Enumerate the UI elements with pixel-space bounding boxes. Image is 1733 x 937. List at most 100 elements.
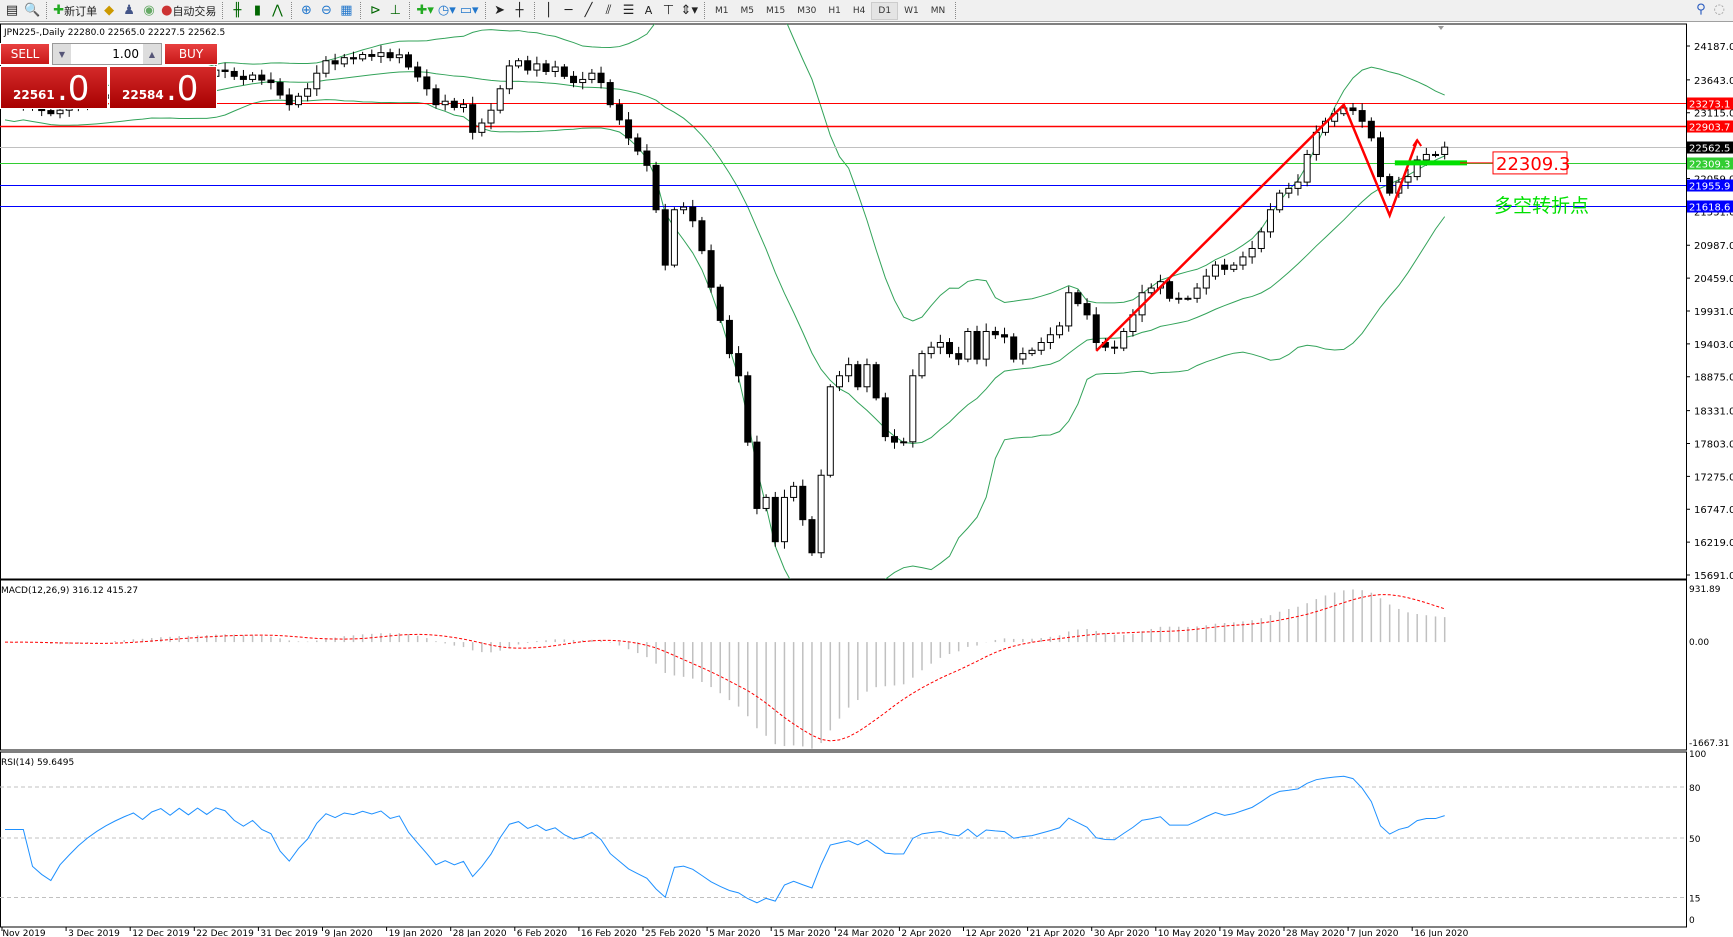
toolbar-separator	[955, 2, 957, 19]
history-icon[interactable]: ♟	[123, 2, 135, 18]
chart-window[interactable]: 24187.023643.023115.022059.021531.020987…	[0, 23, 1733, 937]
candle-bull	[1028, 349, 1036, 355]
date-tick-label: 7 Jun 2020	[1350, 929, 1399, 937]
candlestick-icon[interactable]: ▮	[253, 2, 262, 18]
volume-field[interactable]: ▼ 1.00 ▲	[52, 43, 162, 65]
price-tick-label: 18875.0	[1694, 373, 1733, 384]
buy-button[interactable]: BUY	[164, 43, 218, 65]
main-chart-area	[0, 23, 1687, 580]
cursor-icon[interactable]: ➤	[494, 2, 505, 18]
buy-price-main: 22584	[122, 88, 164, 102]
candle-bear	[1166, 281, 1174, 299]
search-icon[interactable]: ⚲	[1696, 2, 1706, 17]
candle-bull	[1120, 330, 1128, 349]
text-icon[interactable]: A	[639, 2, 659, 20]
equidistant-channel-icon[interactable]: ⫽	[605, 2, 612, 18]
candle-bull	[533, 63, 541, 71]
arrow-head-icon	[1412, 138, 1423, 147]
candle-bull	[670, 209, 678, 266]
zoom-out-icon[interactable]: ⊖	[320, 2, 332, 18]
indicators-icon[interactable]: ✚▾	[416, 2, 434, 18]
toolbar-right: ⚲ ◌	[1696, 2, 1725, 17]
strategy-icon[interactable]: ◆	[104, 2, 115, 18]
community-icon[interactable]: ◌	[1713, 2, 1725, 17]
periods-icon[interactable]: ◷▾	[437, 2, 456, 18]
date-tick-label: 31 Dec 2019	[260, 929, 318, 937]
candle-bear	[276, 82, 284, 96]
crosshair-icon[interactable]: ┼	[515, 2, 524, 18]
timeframe-m30[interactable]: M30	[797, 5, 817, 16]
profiles-icon[interactable]: ▤	[5, 2, 19, 18]
candle-bear	[661, 209, 669, 266]
volume-increase-icon[interactable]: ▲	[143, 44, 161, 64]
timeframe-m5[interactable]: M5	[740, 5, 754, 16]
templates-icon[interactable]: ▭▾	[459, 2, 479, 18]
candle-bear	[643, 150, 651, 166]
chart-shift-icon[interactable]: ⊳	[369, 2, 381, 18]
price-tick-label: 15691.0	[1694, 571, 1733, 582]
candle-bull	[863, 364, 871, 388]
price-tick-label: 17803.0	[1694, 439, 1733, 450]
candle-bull	[304, 88, 312, 97]
buy-price-button[interactable]: 22584 .0	[109, 66, 217, 109]
candle-bull	[790, 485, 798, 498]
candle-bull	[460, 104, 467, 108]
text-label-icon[interactable]: ⊤	[662, 2, 675, 18]
signal-icon[interactable]: ◉	[143, 2, 155, 18]
candle-bull	[1294, 181, 1302, 189]
line-chart-icon[interactable]: ⋀	[272, 2, 283, 18]
candle-bull	[1056, 325, 1064, 336]
autoscroll-icon[interactable]: ⊥	[389, 2, 402, 18]
date-tick-label: 3 Dec 2019	[68, 929, 120, 937]
candle-bull	[1432, 153, 1440, 156]
date-tick-label: 9 Jan 2020	[325, 929, 373, 937]
timeframe-bar: M1 M5 M15 M30 H1 H4 D1 W1 MN	[709, 1, 951, 20]
candle-bull	[1413, 159, 1421, 178]
trendline-icon[interactable]: ╱	[584, 2, 593, 18]
candle-bull	[340, 57, 348, 65]
timeframe-mn[interactable]: MN	[930, 5, 946, 16]
arrows-icon[interactable]: ⇕▾	[680, 2, 698, 18]
candle-bull	[1065, 292, 1073, 327]
timeframe-d1[interactable]: D1	[871, 1, 899, 20]
candle-bear	[432, 88, 440, 106]
auto-trading-button[interactable]: ● 自动交易	[159, 2, 218, 20]
new-order-button[interactable]: ✚ 新订单	[51, 2, 99, 20]
timeframe-h1[interactable]: H1	[828, 5, 841, 16]
candle-bear	[404, 54, 412, 68]
sell-price-button[interactable]: 22561 .0	[0, 66, 108, 109]
vertical-line-icon[interactable]: │	[544, 2, 553, 18]
candle-bear	[331, 60, 339, 65]
rsi-tick-label: 50	[1689, 835, 1701, 845]
rsi-tick-label: 15	[1689, 895, 1700, 905]
one-click-trading-panel: SELL ▼ 1.00 ▲ BUY 22561 .0 22584 .0	[0, 43, 218, 109]
candle-bear	[735, 353, 743, 377]
zoom-window-icon[interactable]: 🔍	[24, 2, 41, 18]
candle-bull	[826, 386, 834, 476]
candle-bull	[780, 496, 788, 543]
sell-button[interactable]: SELL	[0, 43, 50, 65]
price-label: 22309.3	[1496, 154, 1570, 175]
tile-windows-icon[interactable]: ▦	[340, 2, 353, 18]
candle-bear	[771, 496, 779, 543]
price-label-bg	[1687, 141, 1733, 154]
candle-bear	[386, 52, 394, 59]
volume-decrease-icon[interactable]: ▼	[53, 44, 71, 64]
timeframe-w1[interactable]: W1	[904, 5, 919, 16]
candle-bull	[1019, 353, 1027, 360]
timeframe-h4[interactable]: H4	[852, 5, 866, 16]
zoom-in-icon[interactable]: ⊕	[300, 2, 312, 18]
timeframe-m15[interactable]: M15	[765, 5, 786, 16]
candle-bull	[835, 375, 843, 388]
volume-value[interactable]: 1.00	[112, 47, 139, 61]
horizontal-line-icon[interactable]: ─	[564, 2, 573, 18]
candle-bull	[249, 74, 257, 80]
fibonacci-icon[interactable]: ☰	[622, 2, 635, 18]
candle-bull	[1211, 264, 1219, 277]
date-tick-label: 16 Feb 2020	[581, 929, 637, 937]
candles	[1, 45, 1449, 558]
bollinger-bands	[4, 24, 1446, 579]
timeframe-m1[interactable]: M1	[714, 5, 729, 16]
date-tick-label: 22 Dec 2019	[196, 929, 254, 937]
bar-chart-icon[interactable]: ╫	[233, 2, 242, 18]
